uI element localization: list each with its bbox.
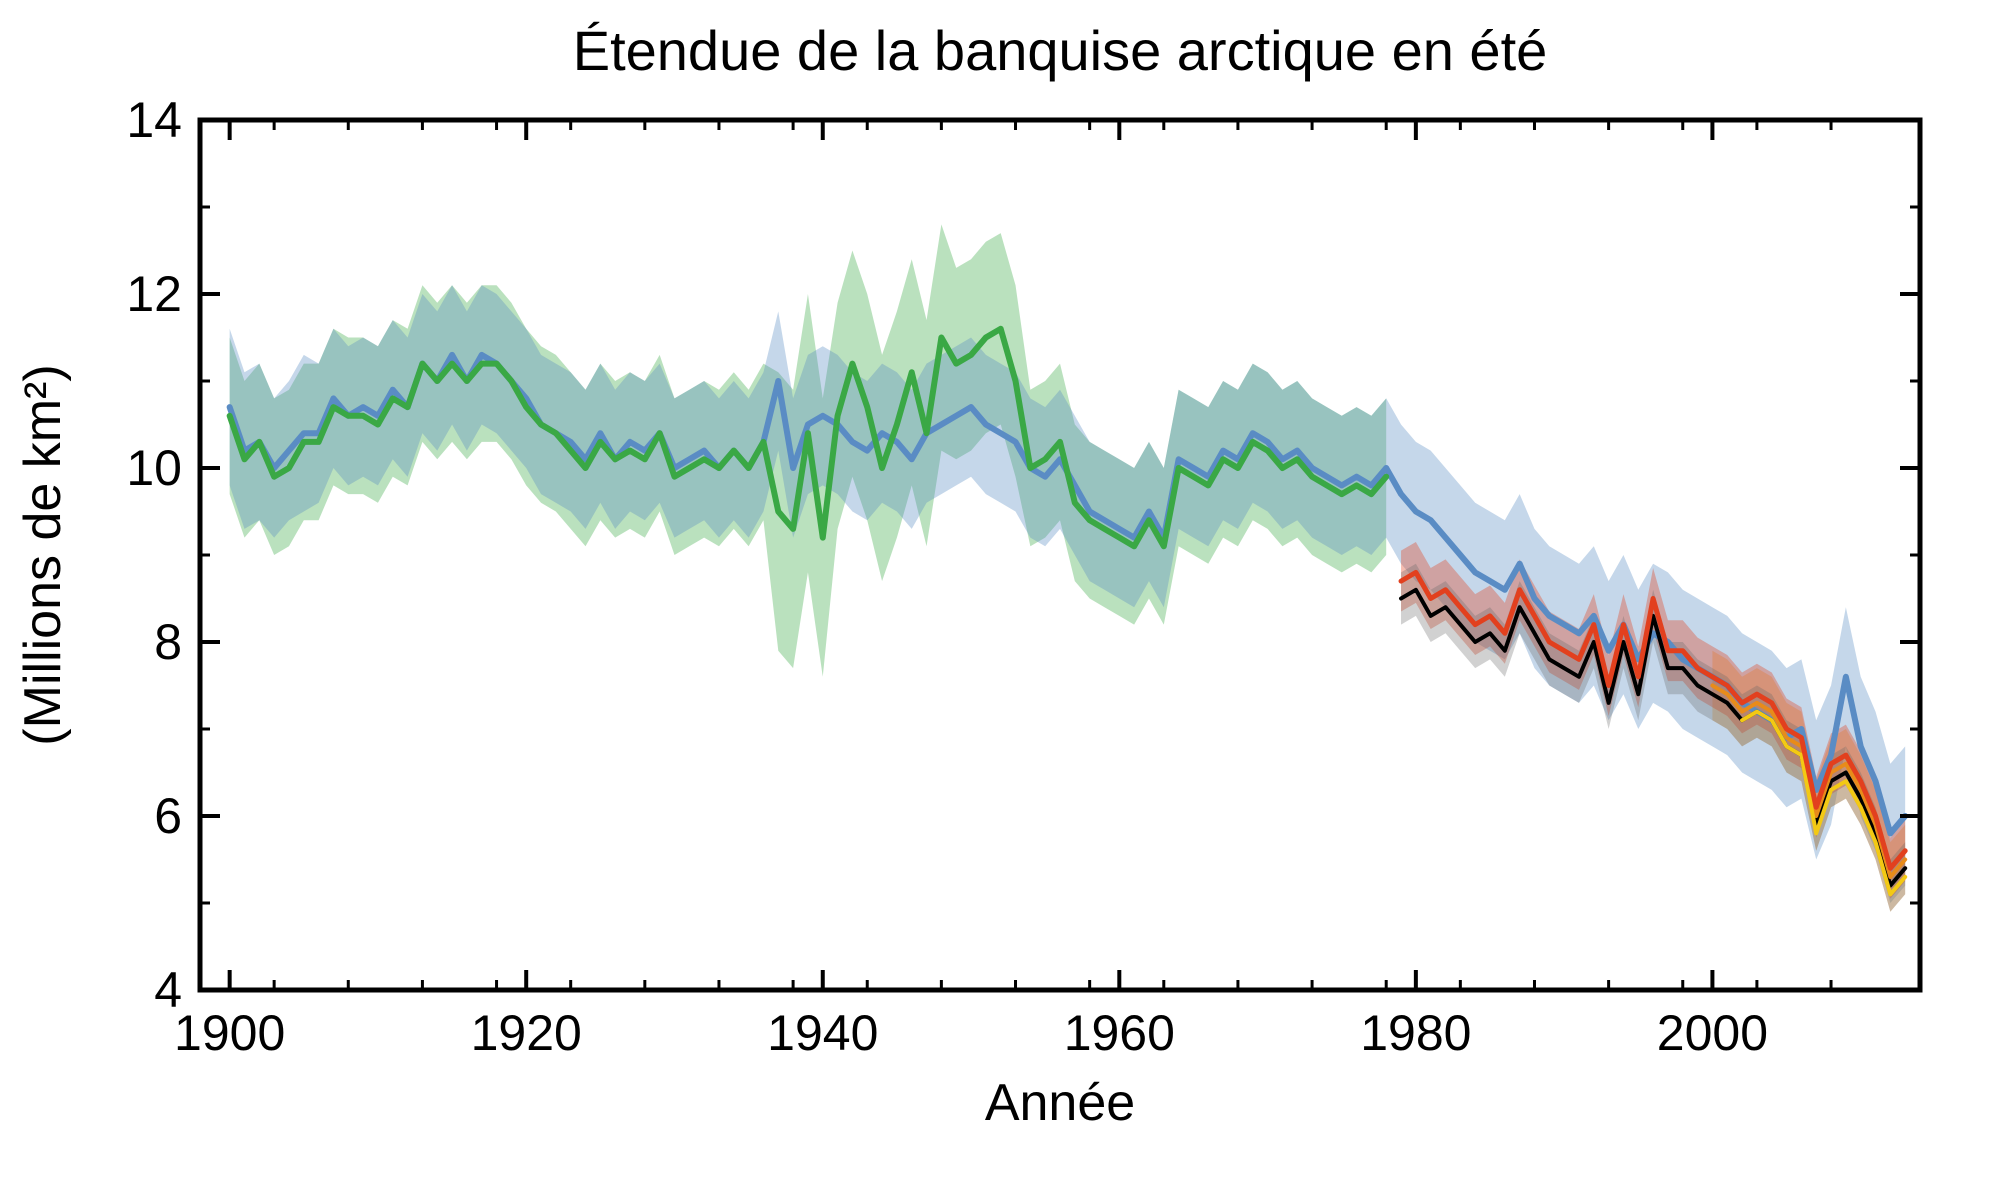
y-tick-label: 10 [126,440,182,496]
x-tick-label: 2000 [1657,1005,1768,1061]
x-tick-label: 1960 [1064,1005,1175,1061]
x-tick-label: 1940 [767,1005,878,1061]
x-tick-label: 1920 [471,1005,582,1061]
y-tick-label: 14 [126,92,182,148]
x-tick-label: 1900 [174,1005,285,1061]
y-tick-label: 12 [126,266,182,322]
x-axis-label: Année [985,1074,1135,1132]
chart-container: 1900 1920 1940 1960 1980 2000 4 6 8 10 12 14 Étendue… [0,0,1992,1180]
chart-title: Étendue de la banquise arctique en été [573,19,1548,82]
x-tick-label: 1980 [1360,1005,1471,1061]
y-tick-label: 6 [154,788,182,844]
y-tick-label: 4 [154,962,182,1018]
y-tick-label: 8 [154,614,182,670]
y-axis-label: (Millions de km²) [14,364,72,745]
chart-svg: 1900 1920 1940 1960 1980 2000 4 6 8 10 12 14 Étendue… [0,0,1992,1180]
